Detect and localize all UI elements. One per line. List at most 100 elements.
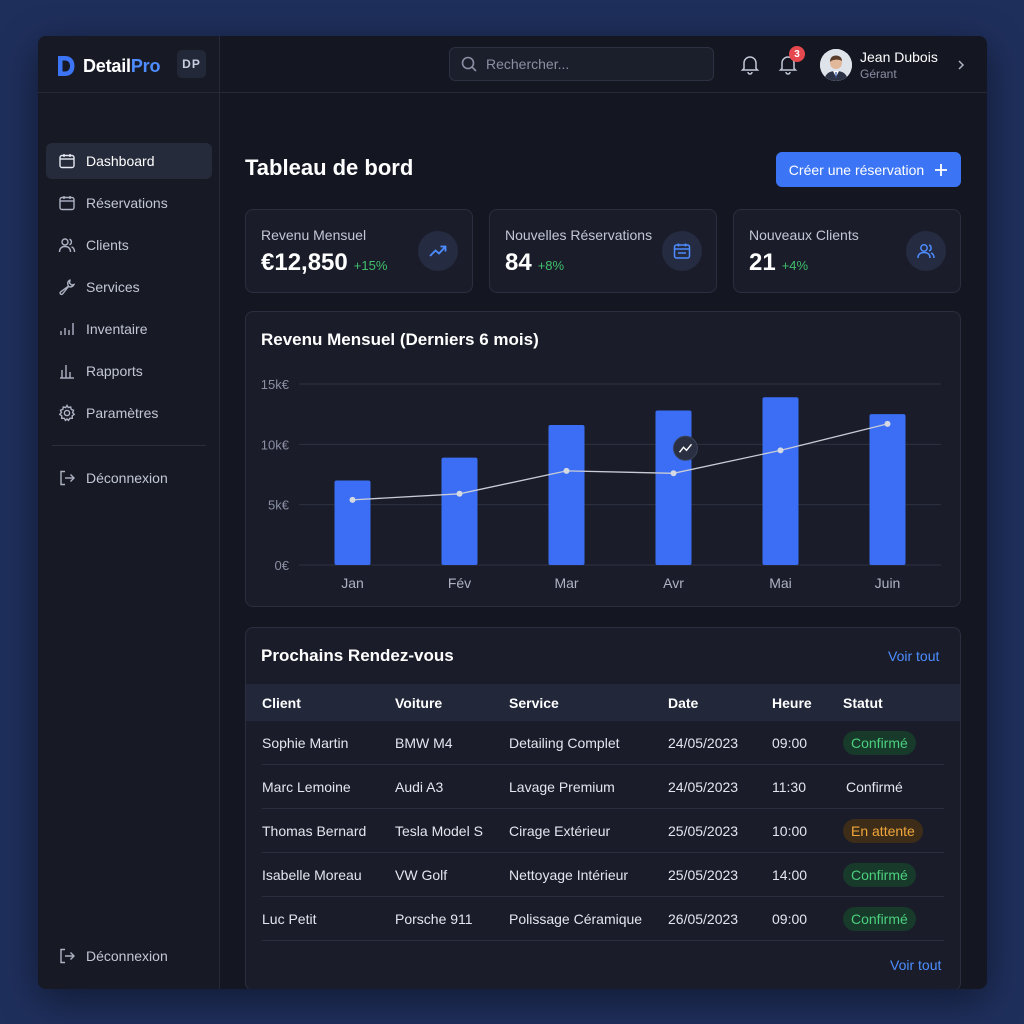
brand-name: DetailPro (83, 55, 161, 76)
cell-car: VW Golf (395, 867, 448, 883)
stat-label: Nouvelles Réservations (505, 227, 653, 243)
cell-client: Thomas Bernard (262, 823, 367, 839)
stat-card-reservations: Nouvelles Réservations 84 +8% (489, 209, 717, 293)
cell-client: Isabelle Moreau (262, 867, 362, 883)
stat-card-clients: Nouveaux Clients 21 +4% (733, 209, 961, 293)
search-input[interactable] (486, 56, 696, 72)
search-icon (461, 56, 477, 72)
trending-up-icon (429, 245, 447, 257)
stat-value: 84 +8% (505, 249, 565, 276)
user-menu[interactable]: Jean Dubois Gérant (820, 47, 968, 83)
table-row[interactable]: Marc Lemoine Audi A3 Lavage Premium 24/05/2… (262, 765, 944, 809)
x-tick-label: Juin (875, 575, 901, 591)
cell-date: 24/05/2023 (668, 735, 739, 751)
logo-icon (58, 56, 75, 76)
cell-time: 09:00 (772, 911, 808, 927)
status-badge: Confirmé (843, 907, 916, 931)
column-header-client[interactable]: Client (262, 695, 301, 711)
notification-badge: 3 (789, 46, 805, 62)
stat-label: Revenu Mensuel (261, 227, 367, 243)
stat-value: 21 +4% (749, 249, 809, 276)
column-header-car[interactable]: Voiture (395, 695, 443, 711)
sidebar-item-dashboard[interactable]: Dashboard (46, 143, 212, 179)
bar (548, 425, 585, 565)
page-title: Tableau de bord (245, 155, 414, 180)
y-tick-label: 5k€ (268, 498, 290, 513)
cell-date: 24/05/2023 (668, 779, 739, 795)
table-row[interactable]: Luc Petit Porsche 911 Polissage Céramique 2… (262, 897, 944, 941)
chart-badge (673, 435, 698, 461)
bar (762, 397, 799, 565)
stat-icon-wrapper (418, 231, 458, 271)
bar (441, 457, 478, 565)
column-header-service[interactable]: Service (509, 695, 559, 711)
table-header: Client Voiture Service Date Heure Statut (246, 684, 960, 721)
sidebar-item-parametres[interactable]: Paramètres (46, 395, 212, 431)
line-point (670, 470, 677, 477)
user-role: Gérant (860, 67, 897, 81)
cell-service: Cirage Extérieur (509, 823, 611, 839)
appointments-title: Prochains Rendez-vous (261, 646, 454, 665)
divider (38, 92, 220, 93)
sidebar-item-services[interactable]: Services (46, 269, 212, 305)
column-header-date[interactable]: Date (668, 695, 699, 711)
cell-service: Polissage Céramique (509, 911, 643, 927)
sidebar-item-clients[interactable]: Clients (46, 227, 212, 263)
sidebar: DetailPro DP Dashboard Réservations Clie… (38, 36, 220, 989)
bar (334, 480, 371, 565)
sidebar-item-label: Réservations (86, 195, 168, 211)
cell-time: 09:00 (772, 735, 808, 751)
table-row[interactable]: Isabelle Moreau VW Golf Nettoyage Intérieu… (262, 853, 944, 897)
workspace-badge[interactable]: DP (177, 50, 206, 78)
notifications-button[interactable]: 3 (777, 46, 805, 75)
chart-title: Revenu Mensuel (Derniers 6 mois) (261, 330, 539, 349)
status-badge: Confirmé (843, 863, 916, 887)
create-button-label: Créer une réservation (788, 161, 925, 178)
column-header-status[interactable]: Statut (843, 695, 883, 711)
line-point (563, 467, 570, 474)
view-all-link[interactable]: Voir tout (888, 648, 940, 664)
sidebar-item-rapports[interactable]: Rapports (46, 353, 212, 389)
logout-button-bottom[interactable]: Déconnexion (46, 938, 212, 974)
logout-icon (60, 948, 75, 964)
cell-car: Audi A3 (395, 779, 444, 795)
search-box[interactable] (449, 47, 714, 81)
app-window: DetailPro DP Dashboard Réservations Clie… (38, 36, 987, 989)
stat-delta: +15% (353, 258, 388, 273)
calendar-icon (673, 243, 691, 259)
status-badge: Confirmé (843, 731, 916, 755)
cell-car: BMW M4 (395, 735, 453, 751)
bar (869, 414, 906, 565)
cell-service: Detailing Complet (509, 735, 620, 751)
table-row[interactable]: Sophie Martin BMW M4 Detailing Complet 24/0… (262, 721, 944, 765)
cell-client: Marc Lemoine (262, 779, 351, 795)
x-tick-label: Mar (554, 575, 578, 591)
divider (52, 445, 206, 446)
calendar-icon (59, 154, 75, 169)
user-info: Jean Dubois Gérant (860, 49, 938, 81)
users-icon (58, 238, 76, 253)
sidebar-item-reservations[interactable]: Réservations (46, 185, 212, 221)
table-row[interactable]: Thomas Bernard Tesla Model S Cirage Extéri… (262, 809, 944, 853)
bell-button[interactable] (739, 53, 761, 75)
cell-client: Luc Petit (262, 911, 317, 927)
create-reservation-button[interactable]: Créer une réservation (776, 152, 961, 187)
column-header-time[interactable]: Heure (772, 695, 812, 711)
cell-time: 10:00 (772, 823, 808, 839)
bar (655, 410, 692, 565)
x-tick-label: Jan (341, 575, 364, 591)
cell-car: Tesla Model S (395, 823, 483, 839)
plus-icon (935, 163, 948, 176)
logout-button[interactable]: Déconnexion (46, 460, 212, 496)
x-tick-label: Avr (663, 575, 684, 591)
brand[interactable]: DetailPro (56, 52, 160, 80)
view-all-link-bottom[interactable]: Voir tout (890, 957, 942, 973)
stat-label: Nouveaux Clients (749, 227, 859, 243)
status-badge: Confirmé (846, 779, 903, 795)
sidebar-item-inventaire[interactable]: Inventaire (46, 311, 212, 347)
stat-value: €12,850 +15% (261, 249, 388, 276)
stat-card-revenue: Revenu Mensuel €12,850 +15% (245, 209, 473, 293)
revenue-chart-card: Revenu Mensuel (Derniers 6 mois) 0€ 5k€ 10… (245, 311, 961, 607)
wrench-icon (59, 279, 76, 296)
sidebar-item-label: Rapports (86, 363, 143, 379)
